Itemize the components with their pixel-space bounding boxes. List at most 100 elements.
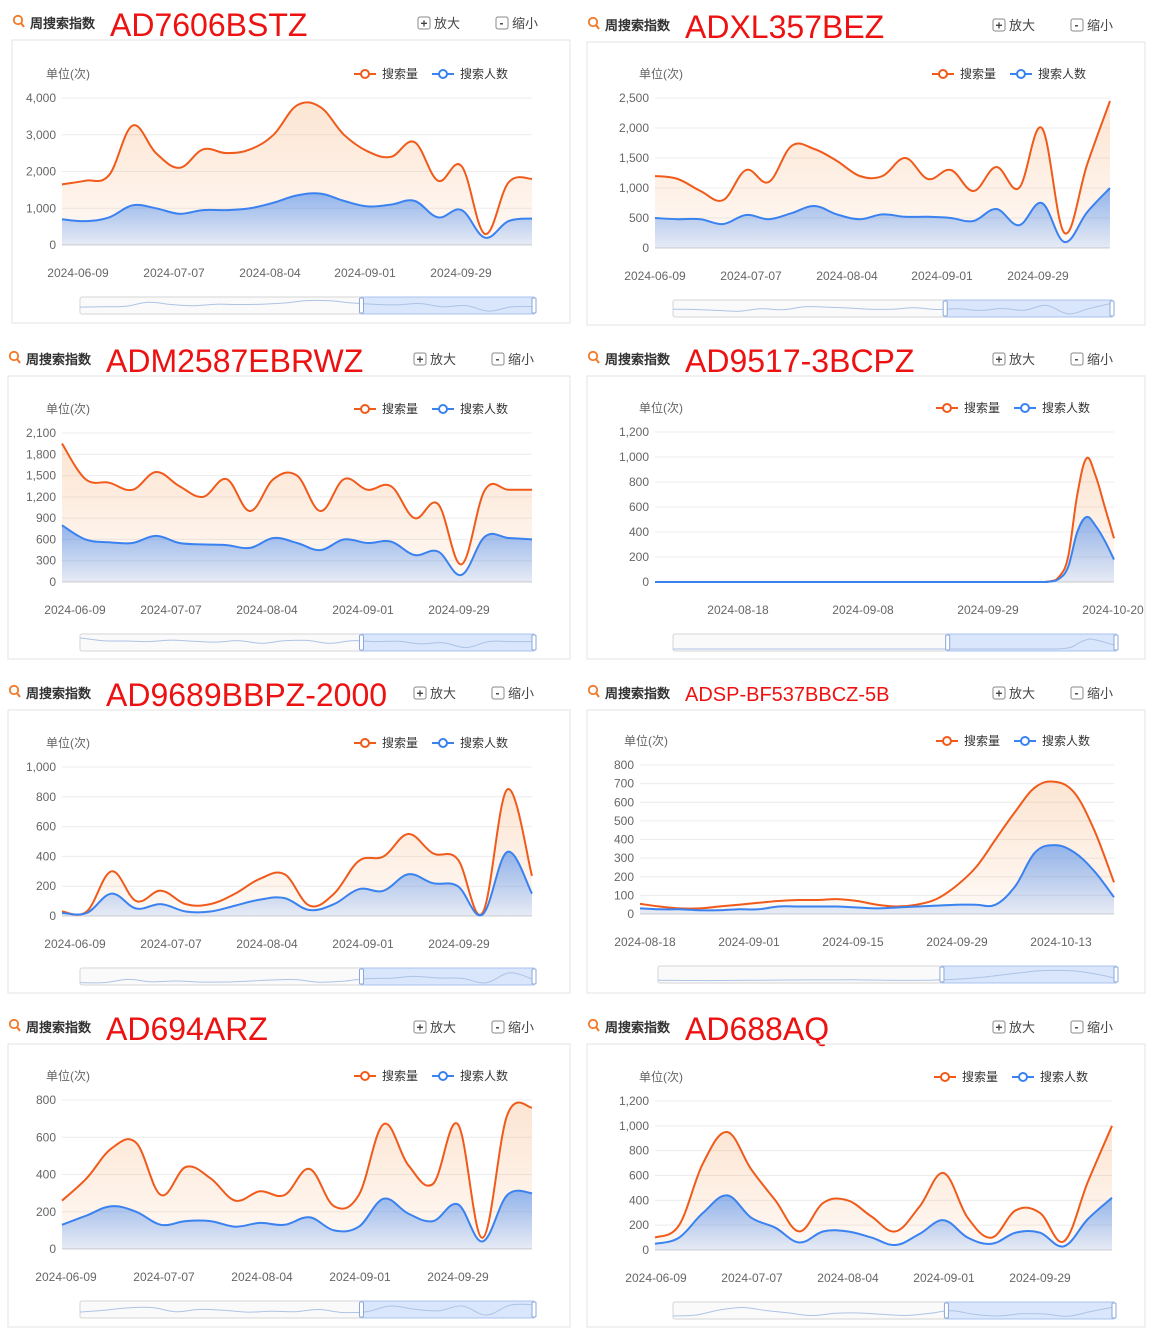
data-zoom-slider[interactable] [672, 633, 1119, 652]
zoom-in-button[interactable]: + 放大 [413, 1020, 456, 1035]
slider-selection[interactable] [360, 296, 535, 315]
slider-handle-right[interactable] [531, 1301, 537, 1318]
legend-item[interactable]: 搜索人数 [1010, 66, 1086, 81]
plus-icon[interactable] [992, 18, 1006, 32]
slider-handle-left[interactable] [358, 968, 364, 985]
plus-glyph: + [996, 353, 1003, 367]
slider-selection[interactable] [941, 965, 1117, 984]
x-tick-label: 2024-09-29 [428, 937, 490, 951]
search-icon [8, 684, 20, 696]
plus-icon[interactable] [992, 1020, 1006, 1034]
slider-handle-left[interactable] [939, 966, 945, 983]
slider-selection[interactable] [360, 1300, 535, 1319]
zoom-out-button[interactable]: - 缩小 [1070, 1020, 1113, 1035]
minus-icon[interactable] [491, 1020, 505, 1034]
slider-handle-right[interactable] [531, 297, 537, 314]
slider-handle-left[interactable] [358, 634, 364, 651]
slider-handle-right[interactable] [1111, 1302, 1117, 1319]
search-icon [587, 350, 599, 362]
panel-title: 周搜索指数 [26, 1020, 92, 1035]
zoom-in-button[interactable]: + 放大 [992, 686, 1035, 701]
plus-icon[interactable] [413, 686, 427, 700]
legend-item[interactable]: 搜索量 [934, 1069, 998, 1084]
legend-item[interactable]: 搜索量 [354, 735, 418, 750]
slider-handle-right[interactable] [1113, 966, 1119, 983]
minus-icon[interactable] [1070, 1020, 1084, 1034]
minus-icon[interactable] [491, 352, 505, 366]
legend-item[interactable]: 搜索量 [354, 66, 418, 81]
plus-icon[interactable] [417, 16, 431, 30]
legend-item[interactable]: 搜索人数 [1014, 400, 1090, 415]
data-zoom-slider[interactable] [672, 299, 1115, 318]
zoom-in-button[interactable]: + 放大 [413, 686, 456, 701]
series-line-searchers [654, 515, 1115, 584]
data-zoom-slider[interactable] [672, 1301, 1117, 1320]
y-tick-label: 400 [36, 849, 56, 863]
slider-handle-right[interactable] [1109, 300, 1115, 317]
series-area [640, 781, 1114, 914]
slider-handle-left[interactable] [945, 634, 951, 651]
slider-selection[interactable] [945, 1301, 1115, 1320]
y-tick-label: 400 [36, 1168, 56, 1182]
zoom-in-button[interactable]: + 放大 [992, 18, 1035, 33]
data-zoom-slider[interactable] [79, 633, 537, 652]
legend-item[interactable]: 搜索人数 [432, 66, 508, 81]
zoom-in-button[interactable]: + 放大 [417, 16, 460, 31]
legend-item[interactable]: 搜索量 [354, 401, 418, 416]
y-tick-label: 700 [614, 777, 634, 791]
legend-item[interactable]: 搜索量 [936, 733, 1000, 748]
legend-item[interactable]: 搜索人数 [432, 401, 508, 416]
slider-handle-right[interactable] [1113, 634, 1119, 651]
x-tick-label: 2024-07-07 [140, 603, 202, 617]
legend-item[interactable]: 搜索人数 [432, 735, 508, 750]
zoom-out-button[interactable]: - 缩小 [1070, 352, 1113, 367]
minus-icon[interactable] [491, 686, 505, 700]
slider-handle-right[interactable] [531, 968, 537, 985]
slider-selection[interactable] [360, 967, 535, 986]
zoom-out-button[interactable]: - 缩小 [1070, 686, 1113, 701]
slider-handle-left[interactable] [942, 300, 948, 317]
data-zoom-slider[interactable] [79, 1300, 537, 1319]
data-zoom-slider[interactable] [79, 967, 537, 986]
plus-icon[interactable] [992, 686, 1006, 700]
zoom-in-button[interactable]: + 放大 [992, 1020, 1035, 1035]
y-tick-label: 600 [36, 820, 56, 834]
slider-handle-left[interactable] [358, 297, 364, 314]
zoom-in-button[interactable]: + 放大 [413, 352, 456, 367]
minus-icon[interactable] [495, 16, 509, 30]
zoom-in-label: 放大 [1009, 18, 1035, 33]
legend-item[interactable]: 搜索人数 [432, 1068, 508, 1083]
minus-icon[interactable] [1070, 18, 1084, 32]
legend-marker [942, 403, 952, 413]
y-tick-label: 800 [36, 790, 56, 804]
legend-item[interactable]: 搜索量 [932, 66, 996, 81]
data-zoom-slider[interactable] [79, 296, 537, 315]
zoom-in-button[interactable]: + 放大 [992, 352, 1035, 367]
slider-selection[interactable] [944, 299, 1113, 318]
slider-handle-left[interactable] [943, 1302, 949, 1319]
legend-item[interactable]: 搜索人数 [1014, 733, 1090, 748]
slider-handle-left[interactable] [358, 1301, 364, 1318]
zoom-out-button[interactable]: - 缩小 [491, 352, 534, 367]
legend-item[interactable]: 搜索人数 [1012, 1069, 1088, 1084]
legend-item[interactable]: 搜索量 [354, 1068, 418, 1083]
minus-glyph: - [1075, 18, 1079, 32]
x-tick-label: 2024-09-15 [822, 935, 884, 949]
slider-handle-right[interactable] [531, 634, 537, 651]
slider-selection[interactable] [947, 633, 1117, 652]
plus-icon[interactable] [413, 1020, 427, 1034]
zoom-out-button[interactable]: - 缩小 [1070, 18, 1113, 33]
minus-icon[interactable] [1070, 352, 1084, 366]
plus-icon[interactable] [992, 352, 1006, 366]
legend-item[interactable]: 搜索量 [936, 400, 1000, 415]
zoom-out-button[interactable]: - 缩小 [491, 686, 534, 701]
zoom-out-button[interactable]: - 缩小 [491, 1020, 534, 1035]
data-zoom-slider[interactable] [657, 965, 1119, 984]
plus-icon[interactable] [413, 352, 427, 366]
zoom-out-button[interactable]: - 缩小 [495, 16, 538, 31]
minus-icon[interactable] [1070, 686, 1084, 700]
slider-selection[interactable] [360, 633, 535, 652]
chart-card [586, 709, 1146, 994]
unit-label: 单位(次) [46, 735, 90, 750]
